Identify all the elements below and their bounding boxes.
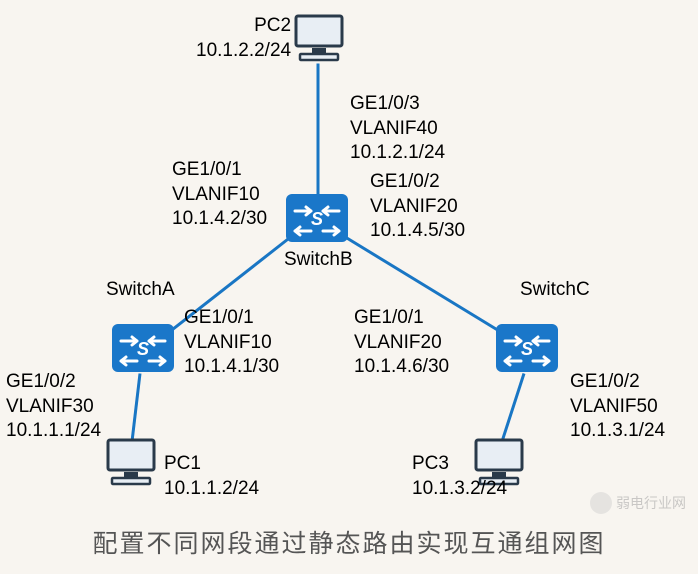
pc2 bbox=[290, 14, 348, 62]
edge-switchA-pc1 bbox=[131, 373, 142, 441]
pc-icon bbox=[290, 14, 348, 62]
svg-text:S: S bbox=[137, 339, 149, 359]
watermark: 弱电行业网 bbox=[590, 492, 686, 514]
watermark-icon bbox=[590, 492, 612, 514]
switch-a-name: SwitchA bbox=[106, 278, 175, 303]
switch-c: S bbox=[496, 324, 558, 372]
pc1-label: PC1 10.1.1.2/24 bbox=[164, 452, 259, 501]
iface-b-right: GE1/0/2 VLANIF20 10.1.4.5/30 bbox=[370, 170, 465, 244]
svg-text:S: S bbox=[311, 209, 323, 229]
svg-text:S: S bbox=[521, 339, 533, 359]
iface-a-right: GE1/0/1 VLANIF10 10.1.4.1/30 bbox=[184, 306, 279, 380]
network-diagram: PC2 10.1.2.2/24 S SwitchB S bbox=[0, 0, 698, 574]
switch-icon: S bbox=[112, 324, 174, 372]
pc2-label: PC2 10.1.2.2/24 bbox=[196, 14, 291, 63]
switch-icon: S bbox=[286, 194, 348, 242]
switch-b: S bbox=[286, 194, 348, 242]
diagram-caption: 配置不同网段通过静态路由实现互通组网图 bbox=[0, 524, 698, 560]
switch-b-name: SwitchB bbox=[284, 248, 353, 273]
iface-b-top: GE1/0/3 VLANIF40 10.1.2.1/24 bbox=[350, 92, 445, 166]
iface-c-left: GE1/0/1 VLANIF20 10.1.4.6/30 bbox=[354, 306, 449, 380]
switch-icon: S bbox=[496, 324, 558, 372]
iface-c-bottom: GE1/0/2 VLANIF50 10.1.3.1/24 bbox=[570, 370, 665, 444]
pc3-label: PC3 10.1.3.2/24 bbox=[412, 452, 507, 501]
iface-a-bottom: GE1/0/2 VLANIF30 10.1.1.1/24 bbox=[6, 370, 101, 444]
pc-icon bbox=[102, 438, 160, 486]
iface-b-left: GE1/0/1 VLANIF10 10.1.4.2/30 bbox=[172, 158, 267, 232]
switch-a: S bbox=[112, 324, 174, 372]
edge-switchC-pc3 bbox=[501, 373, 526, 442]
edge-pc2-switchB bbox=[317, 64, 320, 198]
pc1 bbox=[102, 438, 160, 486]
switch-c-name: SwitchC bbox=[520, 278, 590, 303]
